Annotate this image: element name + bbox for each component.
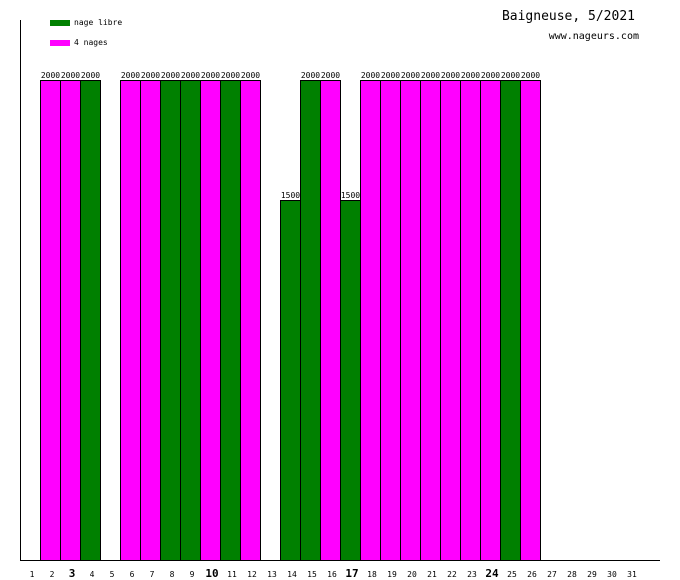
bar-day-23 — [460, 80, 481, 561]
bar-value-label-day-20: 2000 — [401, 71, 420, 80]
bar-day-26 — [520, 80, 541, 561]
bar-day-21 — [420, 80, 441, 561]
bar-value-label-day-19: 2000 — [381, 71, 400, 80]
legend-swatch-nage-libre — [50, 19, 70, 26]
bar-value-label-day-3: 2000 — [61, 71, 80, 80]
bar-value-label-day-4: 2000 — [81, 71, 100, 80]
x-tick-label-day-21: 21 — [427, 570, 437, 579]
x-tick-label-day-6: 6 — [130, 570, 135, 579]
x-tick-label-day-11: 11 — [227, 570, 237, 579]
bar-day-2 — [40, 80, 61, 561]
bar-day-19 — [380, 80, 401, 561]
bar-value-label-day-12: 2000 — [241, 71, 260, 80]
bar-day-20 — [400, 80, 421, 561]
bar-day-11 — [220, 80, 241, 561]
bar-day-14 — [280, 200, 301, 561]
bar-day-25 — [500, 80, 521, 561]
bar-value-label-day-11: 2000 — [221, 71, 240, 80]
bar-day-24 — [480, 80, 501, 561]
bar-value-label-day-7: 2000 — [141, 71, 160, 80]
x-tick-label-day-22: 22 — [447, 570, 457, 579]
x-tick-label-day-27: 27 — [547, 570, 557, 579]
bar-value-label-day-14: 1500 — [281, 191, 300, 200]
x-tick-label-day-31: 31 — [627, 570, 637, 579]
bar-day-15 — [300, 80, 321, 561]
x-tick-label-day-9: 9 — [190, 570, 195, 579]
bar-day-9 — [180, 80, 201, 561]
legend-item-4-nages: 4 nages — [50, 38, 108, 47]
bar-value-label-day-17: 1500 — [341, 191, 360, 200]
x-tick-label-day-14: 14 — [287, 570, 297, 579]
x-tick-label-day-29: 29 — [587, 570, 597, 579]
x-tick-label-day-17: 17 — [345, 567, 358, 580]
bar-value-label-day-10: 2000 — [201, 71, 220, 80]
x-tick-label-day-8: 8 — [170, 570, 175, 579]
x-tick-label-day-20: 20 — [407, 570, 417, 579]
x-tick-label-day-3: 3 — [69, 567, 76, 580]
bar-day-18 — [360, 80, 381, 561]
x-tick-label-day-23: 23 — [467, 570, 477, 579]
x-tick-label-day-1: 1 — [30, 570, 35, 579]
chart-subtitle: www.nageurs.com — [548, 31, 639, 42]
bar-day-22 — [440, 80, 461, 561]
legend-swatch-4-nages — [50, 39, 70, 46]
x-tick-label-day-26: 26 — [527, 570, 537, 579]
bar-day-8 — [160, 80, 181, 561]
legend-label-4-nages: 4 nages — [74, 38, 108, 47]
bar-value-label-day-15: 2000 — [301, 71, 320, 80]
bar-value-label-day-25: 2000 — [501, 71, 520, 80]
bar-value-label-day-2: 2000 — [41, 71, 60, 80]
bar-day-3 — [60, 80, 81, 561]
x-tick-label-day-5: 5 — [110, 570, 115, 579]
x-tick-label-day-16: 16 — [327, 570, 337, 579]
bar-day-6 — [120, 80, 141, 561]
bar-value-label-day-8: 2000 — [161, 71, 180, 80]
bar-day-17 — [340, 200, 361, 561]
bar-day-7 — [140, 80, 161, 561]
bar-day-4 — [80, 80, 101, 561]
bar-value-label-day-21: 2000 — [421, 71, 440, 80]
x-tick-label-day-19: 19 — [387, 570, 397, 579]
bar-value-label-day-16: 2000 — [321, 71, 340, 80]
x-tick-label-day-18: 18 — [367, 570, 377, 579]
bar-day-16 — [320, 80, 341, 561]
chart-title: Baigneuse, 5/2021 — [501, 9, 635, 24]
bar-value-label-day-22: 2000 — [441, 71, 460, 80]
bar-value-label-day-26: 2000 — [521, 71, 540, 80]
x-tick-label-day-24: 24 — [485, 567, 499, 580]
bar-value-label-day-23: 2000 — [461, 71, 480, 80]
x-tick-label-day-4: 4 — [90, 570, 95, 579]
bar-value-label-day-24: 2000 — [481, 71, 500, 80]
bar-day-10 — [200, 80, 221, 561]
x-tick-label-day-28: 28 — [567, 570, 577, 579]
x-tick-label-day-10: 10 — [205, 567, 218, 580]
x-tick-label-day-2: 2 — [50, 570, 55, 579]
bar-value-label-day-9: 2000 — [181, 71, 200, 80]
legend-item-nage-libre: nage libre — [50, 18, 122, 27]
x-tick-label-day-7: 7 — [150, 570, 155, 579]
x-tick-label-day-13: 13 — [267, 570, 277, 579]
bar-value-label-day-18: 2000 — [361, 71, 380, 80]
x-tick-label-day-12: 12 — [247, 570, 257, 579]
bar-value-label-day-6: 2000 — [121, 71, 140, 80]
x-tick-label-day-25: 25 — [507, 570, 517, 579]
x-tick-label-day-30: 30 — [607, 570, 617, 579]
legend-label-nage-libre: nage libre — [74, 18, 123, 27]
x-tick-label-day-15: 15 — [307, 570, 317, 579]
bar-day-12 — [240, 80, 261, 561]
